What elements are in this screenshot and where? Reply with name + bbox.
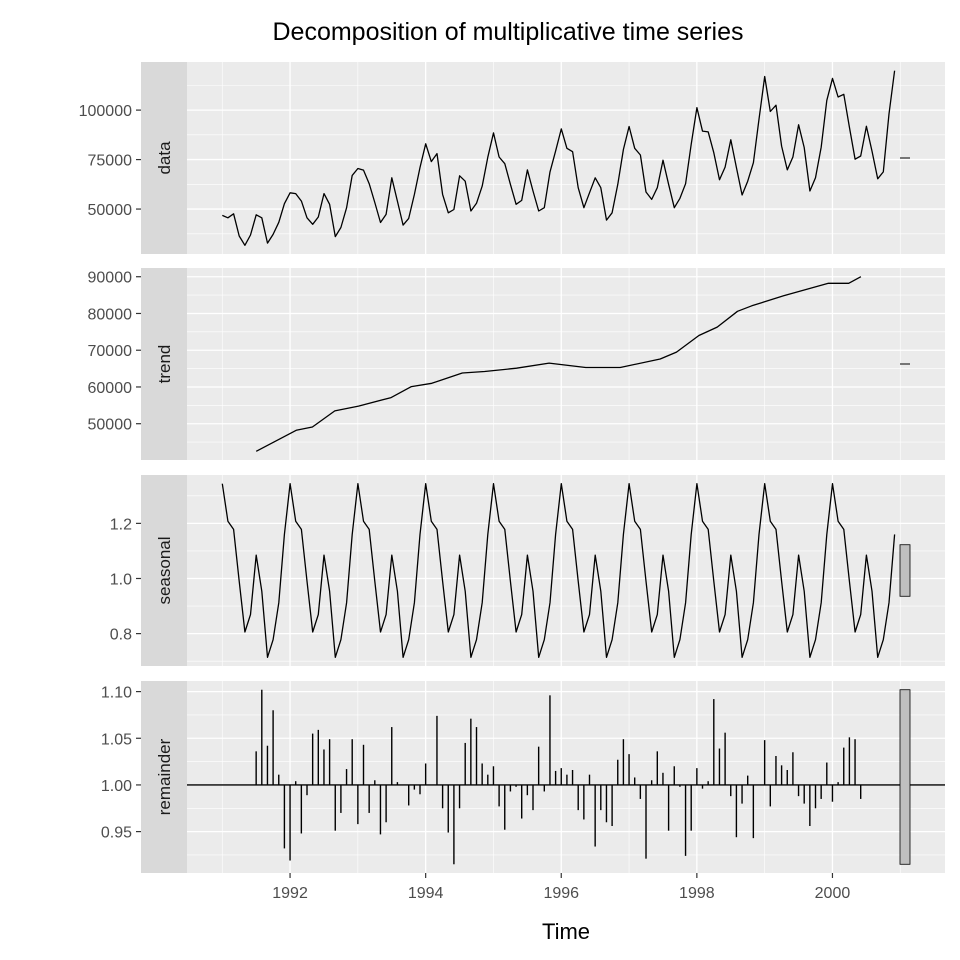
y-tick-label: 50000 [88,417,133,434]
x-tick-label: 1996 [543,885,579,902]
y-tick-label: 1.00 [101,778,132,795]
x-tick-label: 1998 [679,885,715,902]
y-tick-label: 70000 [88,343,133,360]
x-tick-label: 1994 [408,885,444,902]
panel-background [187,681,945,873]
data-line [222,70,896,246]
x-tick-label: 1992 [272,885,308,902]
strip-trend [141,268,187,460]
x-tick-label: 2000 [815,885,851,902]
panel-trend: trend 50000 60000 70000 80000 90000 [88,268,945,460]
y-tick-label: 1.10 [101,685,132,702]
strip-seasonal [141,475,187,666]
y-tick-label: 75000 [88,153,133,170]
y-tick-label: 0.95 [101,825,132,842]
strip-data [141,62,187,254]
seasonal-line [221,483,896,658]
panel-seasonal: seasonal 0.8 1.0 1.2 [110,475,945,666]
y-tick-label: 1.0 [110,571,132,588]
y-tick-label: 90000 [88,270,133,287]
strip-label-seasonal: seasonal [155,536,174,604]
y-tick-label: 1.2 [110,516,132,533]
x-axis-title: Time [542,919,590,944]
panels: data 50000 75000 100000 trend 50000 60000 70000… [79,62,945,873]
strip-remainder [141,681,187,873]
x-axis: 1992 1994 1996 1998 2000 [272,873,850,902]
y-tick-label: 60000 [88,380,133,397]
y-tick-label: 50000 [88,202,133,219]
range-bar [899,689,911,865]
strip-label-data: data [155,141,174,175]
panel-background [187,268,945,460]
y-tick-label: 0.8 [110,627,132,644]
y-tick-label: 80000 [88,306,133,323]
y-tick-label: 100000 [79,103,132,120]
panel-background [187,62,945,254]
chart-title: Decomposition of multiplicative time ser… [272,18,743,46]
y-tick-label: 1.05 [101,731,132,748]
trend-line [255,276,862,452]
panel-data: data 50000 75000 100000 [79,62,945,254]
panel-remainder: remainder 0.95 1.00 1.05 1.10 [101,681,945,873]
range-bar [899,544,911,597]
strip-label-trend: trend [155,345,174,384]
strip-label-remainder: remainder [155,738,174,815]
panel-background [187,475,945,666]
